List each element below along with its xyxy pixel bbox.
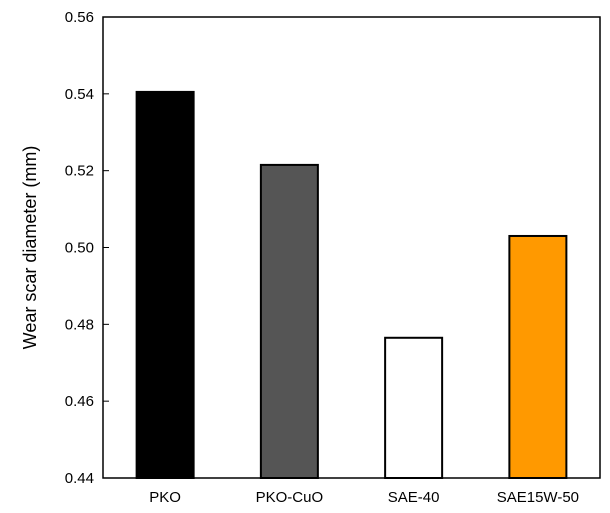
bar-pko	[137, 92, 194, 478]
x-tick-label: SAE-40	[388, 489, 440, 506]
x-tick-label: SAE15W-50	[497, 489, 579, 506]
y-tick-label: 0.48	[65, 316, 94, 333]
x-tick-label: PKO-CuO	[256, 489, 324, 506]
bar-pko-cuo	[261, 165, 318, 478]
y-tick-label: 0.44	[65, 470, 94, 487]
x-axis-tick-labels: PKO PKO-CuO SAE-40 SAE15W-50	[149, 489, 579, 506]
y-tick-label: 0.46	[65, 393, 94, 410]
bar-sae15w-50	[509, 236, 566, 478]
bar-sae-40	[385, 338, 442, 478]
x-tick-label: PKO	[149, 489, 181, 506]
y-tick-label: 0.54	[65, 86, 94, 103]
y-tick-label: 0.50	[65, 240, 94, 257]
y-axis-title: Wear scar diameter (mm)	[20, 146, 40, 350]
bars-group	[137, 92, 567, 478]
y-tick-label: 0.56	[65, 9, 94, 26]
y-tick-label: 0.52	[65, 163, 94, 180]
